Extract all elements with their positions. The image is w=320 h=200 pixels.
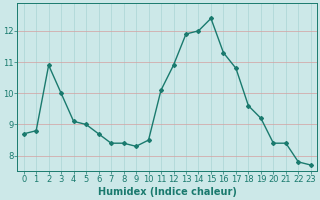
X-axis label: Humidex (Indice chaleur): Humidex (Indice chaleur) [98, 187, 237, 197]
